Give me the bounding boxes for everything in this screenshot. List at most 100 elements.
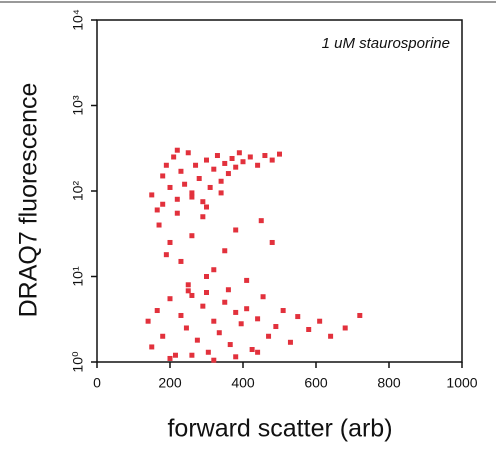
point	[306, 326, 312, 332]
point	[255, 316, 261, 322]
point	[244, 306, 250, 312]
point	[167, 296, 173, 302]
y-tick-label: 10³	[70, 95, 86, 116]
point	[233, 354, 239, 360]
point	[255, 349, 261, 355]
point	[200, 303, 206, 309]
point	[218, 190, 224, 196]
point	[222, 160, 228, 166]
point	[183, 325, 189, 331]
point	[154, 207, 160, 213]
point	[238, 321, 244, 327]
point	[189, 352, 195, 358]
point	[260, 294, 266, 300]
point	[328, 333, 334, 339]
y-tick-label: 10¹	[70, 266, 86, 287]
point	[233, 227, 239, 233]
point	[160, 333, 166, 339]
point	[182, 181, 188, 187]
point	[185, 288, 191, 294]
point	[204, 274, 209, 279]
point	[207, 184, 213, 190]
point	[280, 308, 286, 314]
point	[149, 192, 155, 198]
point	[227, 342, 233, 348]
point	[178, 258, 184, 264]
point	[249, 347, 255, 353]
point	[196, 176, 202, 182]
point	[342, 325, 348, 331]
x-tick-label: 0	[93, 375, 101, 391]
x-tick-label: 600	[304, 375, 328, 391]
point	[258, 218, 264, 224]
point	[218, 178, 224, 184]
point	[211, 357, 217, 363]
point	[154, 308, 160, 314]
point	[236, 150, 242, 156]
point	[244, 277, 250, 283]
point	[167, 355, 173, 361]
point	[287, 339, 293, 345]
point	[185, 282, 191, 288]
x-tick-label: 800	[377, 375, 401, 391]
point	[225, 287, 231, 293]
point	[255, 162, 261, 168]
y-tick-label: 10²	[70, 181, 86, 202]
point	[167, 184, 173, 190]
point	[357, 312, 363, 318]
point	[229, 155, 235, 161]
point	[189, 194, 195, 200]
point	[200, 214, 206, 220]
point	[211, 166, 217, 172]
point	[240, 159, 246, 165]
point	[189, 292, 195, 298]
point	[160, 201, 166, 207]
point	[295, 314, 301, 320]
point	[216, 330, 222, 336]
point	[266, 333, 272, 339]
point	[163, 252, 169, 258]
point	[163, 162, 169, 168]
plot-frame	[96, 19, 463, 363]
point	[205, 349, 211, 355]
point	[185, 150, 191, 156]
point	[277, 151, 282, 157]
point	[262, 153, 268, 159]
point	[225, 171, 231, 177]
x-tick-label: 200	[158, 375, 182, 391]
point	[149, 344, 155, 350]
point	[233, 164, 239, 170]
point	[204, 157, 209, 163]
point	[211, 318, 217, 324]
point	[160, 173, 166, 179]
y-axis-title: DRAQ7 fluorescence	[15, 83, 43, 318]
point	[178, 312, 184, 318]
point	[194, 337, 200, 343]
point	[178, 168, 184, 174]
point	[200, 199, 206, 205]
point	[189, 233, 195, 239]
y-tick-label: 10⁰	[70, 351, 86, 373]
point	[174, 147, 180, 153]
point	[247, 154, 253, 160]
point	[193, 162, 199, 168]
point	[233, 309, 239, 315]
x-tick-label: 400	[231, 375, 255, 391]
point	[171, 154, 177, 160]
point	[222, 299, 228, 305]
point	[204, 204, 209, 210]
point	[269, 239, 275, 245]
x-tick-label: 1000	[446, 375, 477, 391]
point	[222, 248, 228, 254]
point	[174, 210, 180, 216]
point	[214, 153, 220, 159]
point	[174, 196, 180, 202]
point	[156, 222, 162, 228]
point	[273, 324, 279, 330]
point	[172, 352, 178, 358]
point	[145, 318, 151, 324]
point	[211, 267, 217, 273]
y-tick-label: 10⁴	[70, 9, 86, 31]
